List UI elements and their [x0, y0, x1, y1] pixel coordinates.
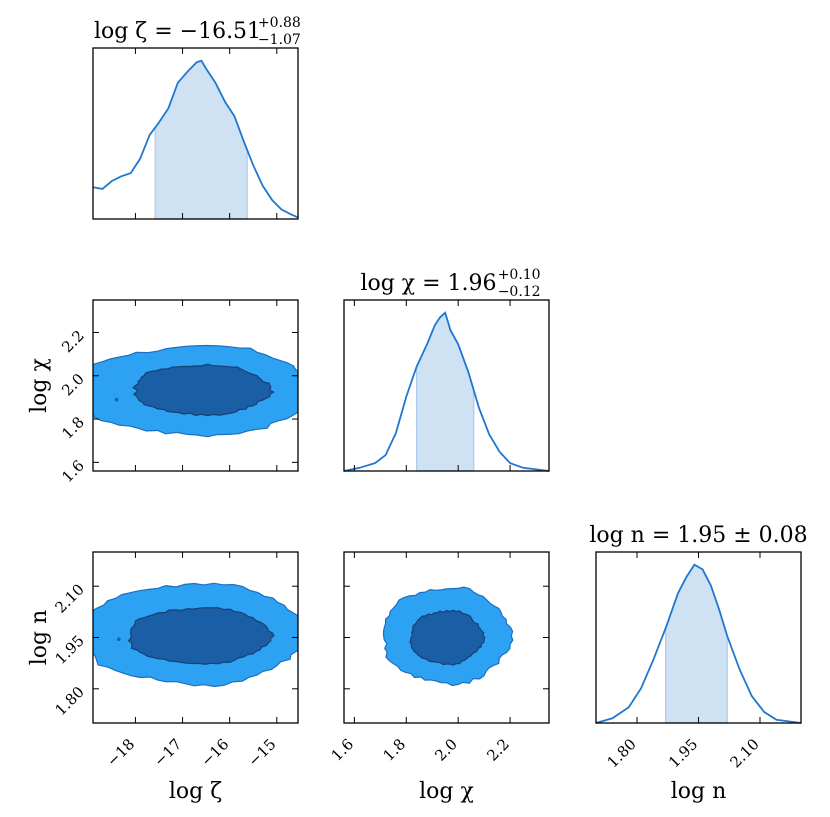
- x-tick-label: 1.8: [380, 735, 410, 765]
- y-tick-label: 2.10: [51, 580, 87, 616]
- title-subscript: −1.07: [258, 32, 301, 48]
- x-tick-label: −18: [103, 735, 138, 770]
- x-tick-label: 2.0: [431, 735, 461, 765]
- x-tick-label: −15: [245, 735, 280, 770]
- x-axis-label-zeta: log ζ: [169, 779, 222, 804]
- x-tick-label: 1.80: [603, 735, 639, 771]
- contour-68: [409, 609, 486, 666]
- contour-panel-chi-n: 1.6 1.8 2.0 2.2: [328, 551, 550, 765]
- marginal-panel-n: 1.80 1.95 2.10 log n = 1.95 ± 0.08: [589, 523, 807, 771]
- panel-frame: [92, 47, 299, 220]
- x-axis-label-chi: log χ: [419, 779, 474, 804]
- credible-band: [154, 59, 248, 220]
- panel-frame: [343, 299, 550, 472]
- x-tick-label: −17: [150, 735, 185, 770]
- title-superscript: +0.10: [498, 267, 541, 283]
- y-tick-label: 1.8: [58, 413, 88, 443]
- contour-point: [114, 397, 119, 402]
- y-axis-label-n: log n: [27, 610, 52, 666]
- x-tick-label: −16: [197, 735, 232, 770]
- panel-frame: [92, 299, 299, 472]
- contour-68: [132, 363, 275, 417]
- marginal-panel-zeta: log ζ = −16.51+0.88−1.07: [92, 15, 301, 220]
- credible-band: [665, 563, 728, 724]
- marginal-panel-chi: log χ = 1.96 +0.10−0.12: [343, 267, 550, 472]
- y-tick-label: 2.0: [58, 370, 88, 400]
- y-tick-label: 1.80: [51, 683, 87, 719]
- x-axis-label-n: log n: [671, 779, 727, 804]
- contour-levels: [93, 582, 298, 688]
- panel-title: log n = 1.95 ± 0.08: [589, 523, 807, 548]
- contour-68: [127, 607, 275, 665]
- title-main: log n = 1.95 ± 0.08: [589, 523, 807, 548]
- density-curve: [92, 59, 299, 219]
- x-tick-label: 2.2: [483, 735, 513, 765]
- x-tick-label: 1.95: [665, 735, 701, 771]
- title-subscript: −0.12: [498, 284, 541, 300]
- title-main: log χ = 1.96: [360, 271, 496, 296]
- y-axis-label-chi: log χ: [27, 358, 52, 413]
- contour-levels: [382, 586, 514, 687]
- title-superscript: +0.88: [258, 15, 301, 31]
- credible-band: [416, 311, 475, 472]
- y-tick-label: 1.95: [51, 632, 87, 668]
- contour-levels: [93, 344, 298, 438]
- contour-panel-zeta-chi: 1.6 1.8 2.0 2.2: [58, 299, 299, 486]
- y-tick-label: 2.2: [58, 327, 88, 357]
- density-curve: [343, 311, 550, 472]
- y-tick-label: 1.6: [58, 456, 88, 486]
- x-tick-label: 1.6: [328, 735, 358, 765]
- panel-title: log χ = 1.96 +0.10−0.12: [360, 267, 540, 300]
- contour-point: [117, 637, 121, 642]
- title-main: log ζ = −16.51: [94, 19, 261, 44]
- density-curve: [595, 563, 802, 724]
- contour-panel-zeta-n: −18 −17 −16 −15 1.80 1.95 2.10: [51, 551, 299, 770]
- x-tick-label: 2.10: [726, 735, 762, 771]
- panel-title: log ζ = −16.51+0.88−1.07: [94, 15, 301, 48]
